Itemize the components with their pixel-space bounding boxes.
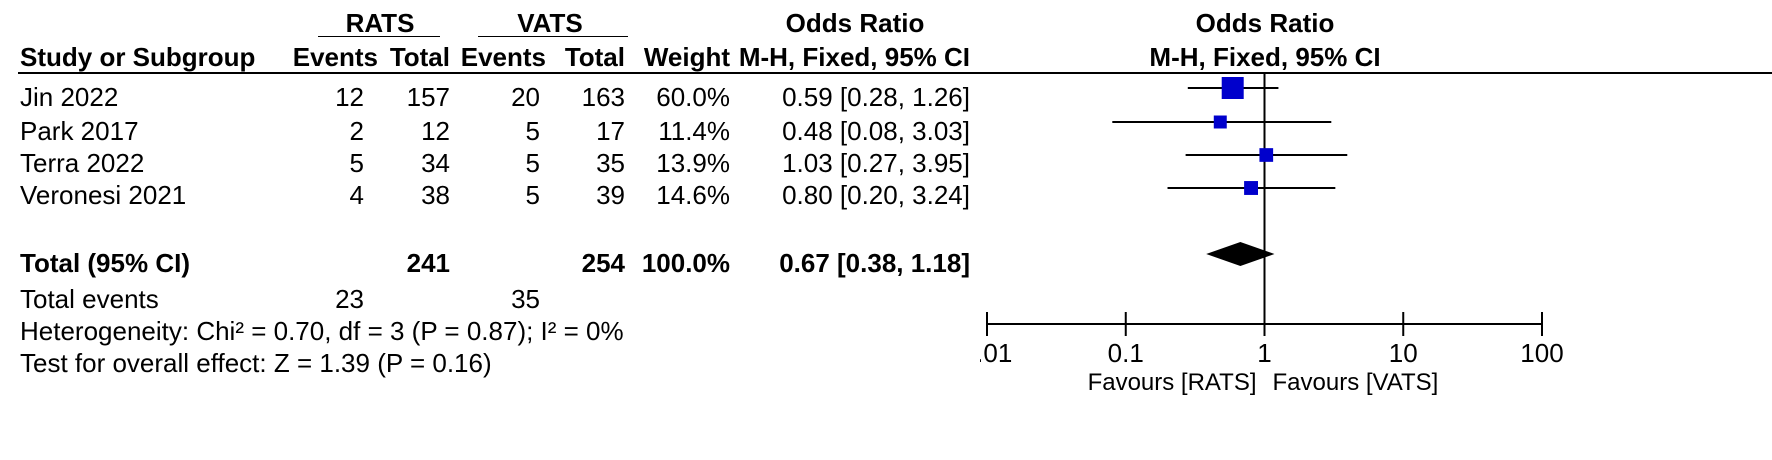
- weight: 14.6%: [656, 180, 730, 210]
- study-name: Park 2017: [20, 116, 139, 146]
- ci-text: 0.48 [0.08, 3.03]: [782, 116, 970, 146]
- events2: 20: [511, 82, 540, 112]
- group2-underline: [478, 36, 628, 37]
- total-events1: 23: [335, 284, 364, 314]
- total1: 34: [421, 148, 450, 178]
- study-name: Veronesi 2021: [20, 180, 187, 210]
- events2-header: Events: [460, 42, 546, 72]
- events1: 4: [349, 180, 364, 210]
- overall-effect-text: Test for overall effect: Z = 1.39 (P = 0…: [20, 348, 492, 378]
- group1-header: RATS: [345, 8, 415, 38]
- method-table-header: M-H, Fixed, 95% CI: [738, 42, 970, 72]
- weight: 11.4%: [658, 116, 730, 146]
- weight: 60.0%: [656, 82, 730, 112]
- study-name: Terra 2022: [20, 148, 145, 178]
- ci-text: 0.80 [0.20, 3.24]: [782, 180, 970, 210]
- study-name: Jin 2022: [20, 82, 119, 112]
- odds-ratio-plot-title: Odds Ratio: [1195, 8, 1335, 38]
- total-total1: 241: [406, 248, 450, 278]
- ci-text: 0.59 [0.28, 1.26]: [782, 82, 970, 112]
- total-label: Total (95% CI): [20, 248, 190, 278]
- total-events2: 35: [511, 284, 540, 314]
- header-divider: [18, 72, 1772, 74]
- method-plot-header: M-H, Fixed, 95% CI: [1149, 42, 1381, 72]
- weight-header: Weight: [643, 42, 730, 72]
- total1: 12: [421, 116, 450, 146]
- tick-label: 100: [1520, 338, 1563, 368]
- total2: 17: [596, 116, 625, 146]
- events1: 2: [349, 116, 364, 146]
- favours-left-label: Favours [RATS]: [1088, 369, 1257, 396]
- total2-header: Total: [564, 42, 625, 72]
- effect-square: [1213, 115, 1227, 129]
- total-total2: 254: [581, 248, 625, 278]
- tick-label: 1: [1257, 338, 1271, 368]
- total1-header: Total: [389, 42, 450, 72]
- events2: 5: [525, 116, 540, 146]
- tick-label: 10: [1389, 338, 1418, 368]
- ci-text: 1.03 [0.27, 3.95]: [782, 148, 970, 178]
- total-weight: 100.0%: [641, 248, 730, 278]
- events2: 5: [525, 180, 540, 210]
- forest-plot: 0.01 0.1 1 10 100 Favours [RATS] Favours [VATS…: [980, 72, 1564, 396]
- total-ci-text: 0.67 [0.38, 1.18]: [779, 248, 970, 278]
- group2-header: VATS: [517, 8, 583, 38]
- pooled-diamond: [1206, 242, 1275, 266]
- events1: 5: [349, 148, 364, 178]
- favours-right-label: Favours [VATS]: [1273, 369, 1439, 396]
- group1-underline: [318, 36, 440, 37]
- study-column-header: Study or Subgroup: [20, 42, 256, 72]
- effect-square: [1259, 148, 1274, 162]
- total2: 35: [596, 148, 625, 178]
- total2: 163: [581, 82, 625, 112]
- total1: 38: [421, 180, 450, 210]
- events1-header: Events: [292, 42, 378, 72]
- total2: 39: [596, 180, 625, 210]
- events1: 12: [335, 82, 364, 112]
- tick-label: 0.01: [980, 338, 1012, 368]
- tick-label: 0.1: [1108, 338, 1144, 368]
- heterogeneity-text: Heterogeneity: Chi² = 0.70, df = 3 (P = …: [20, 316, 624, 346]
- effect-square: [1221, 77, 1244, 99]
- events2: 5: [525, 148, 540, 178]
- effect-square: [1244, 181, 1258, 195]
- total-events-label: Total events: [20, 284, 159, 314]
- odds-ratio-table-title: Odds Ratio: [785, 8, 925, 38]
- weight: 13.9%: [656, 148, 730, 178]
- total1: 157: [406, 82, 450, 112]
